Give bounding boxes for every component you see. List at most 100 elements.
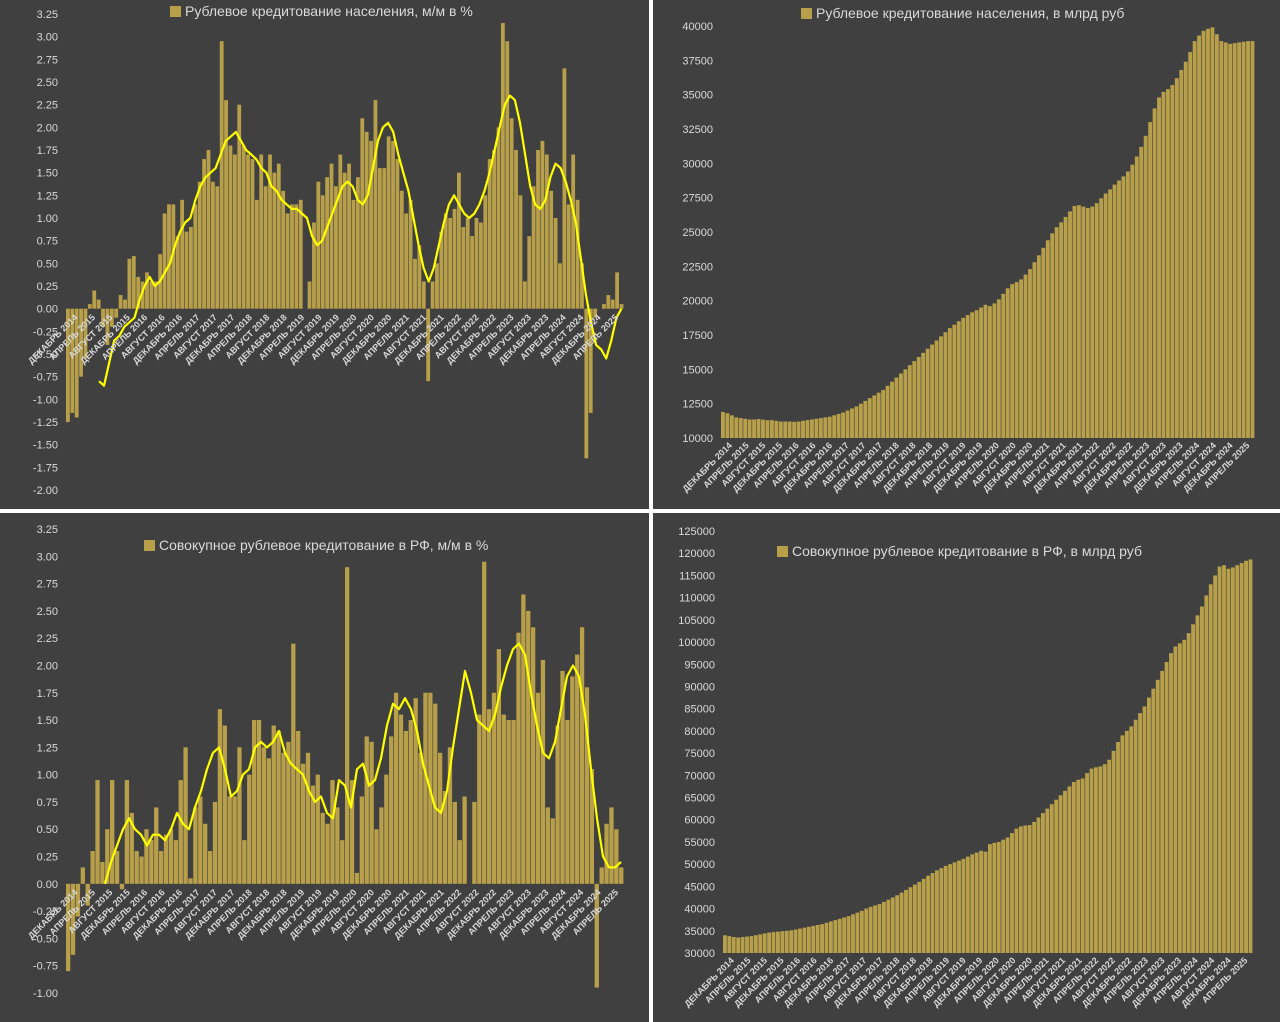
bar bbox=[266, 758, 271, 884]
bar bbox=[1121, 176, 1126, 438]
bar bbox=[506, 720, 511, 884]
bar bbox=[1177, 643, 1182, 953]
bar bbox=[1161, 91, 1166, 439]
bar bbox=[360, 118, 365, 309]
bar bbox=[1173, 646, 1178, 953]
bar bbox=[232, 796, 237, 884]
bar bbox=[873, 905, 877, 953]
bar bbox=[403, 730, 409, 884]
bar bbox=[983, 851, 988, 953]
bar bbox=[447, 747, 453, 884]
bar bbox=[619, 867, 624, 884]
bar bbox=[197, 181, 202, 309]
bar bbox=[992, 303, 997, 438]
bar bbox=[1001, 839, 1006, 953]
bar bbox=[373, 100, 378, 309]
y-tick-label: -2.00 bbox=[33, 485, 58, 497]
bar bbox=[974, 310, 979, 438]
bar bbox=[743, 418, 748, 438]
bar bbox=[66, 883, 71, 972]
bar bbox=[890, 897, 895, 953]
y-tick-label: 2.50 bbox=[37, 77, 58, 89]
y-tick-label: 30000 bbox=[682, 158, 713, 170]
bar bbox=[983, 304, 988, 438]
bar bbox=[1214, 34, 1219, 439]
bar bbox=[193, 807, 198, 884]
bar bbox=[206, 150, 211, 309]
bar bbox=[457, 840, 462, 884]
bar bbox=[553, 218, 558, 309]
bar bbox=[846, 916, 851, 953]
bar bbox=[159, 851, 164, 884]
y-tick-label: 1.75 bbox=[37, 688, 58, 700]
bar bbox=[139, 856, 144, 884]
bar bbox=[771, 932, 776, 953]
bar bbox=[1054, 227, 1059, 438]
bar bbox=[329, 163, 334, 309]
bar bbox=[934, 340, 939, 438]
bar bbox=[1085, 773, 1089, 953]
bar bbox=[417, 245, 422, 309]
bar bbox=[904, 889, 908, 953]
bar bbox=[1228, 43, 1233, 438]
bar bbox=[827, 416, 832, 438]
bar bbox=[851, 914, 855, 953]
bar bbox=[426, 308, 431, 382]
y-tick-label: 0.75 bbox=[37, 797, 58, 809]
bar bbox=[521, 594, 526, 884]
y-tick-label: 10000 bbox=[682, 433, 713, 445]
bar bbox=[291, 643, 296, 884]
bar bbox=[1208, 584, 1213, 953]
bar bbox=[276, 163, 281, 309]
bar bbox=[369, 741, 374, 884]
bar bbox=[1045, 240, 1050, 438]
bar bbox=[482, 561, 487, 884]
bar bbox=[890, 381, 894, 438]
bar bbox=[312, 222, 316, 309]
bar bbox=[939, 868, 944, 953]
bar bbox=[864, 908, 869, 953]
y-tick-label: 100000 bbox=[678, 637, 715, 649]
bar bbox=[1010, 284, 1015, 438]
y-tick-label: -0.25 bbox=[33, 906, 58, 918]
y-tick-label: -1.50 bbox=[33, 440, 58, 452]
bar bbox=[462, 796, 467, 884]
y-tick-label: 1.00 bbox=[37, 770, 58, 782]
bar bbox=[1217, 566, 1222, 953]
y-tick-label: 70000 bbox=[684, 770, 715, 782]
bar bbox=[90, 851, 95, 884]
bar bbox=[535, 692, 541, 884]
y-tick-label: 3.00 bbox=[37, 551, 58, 563]
bar bbox=[723, 935, 727, 953]
bar bbox=[110, 780, 115, 884]
y-tick-label: 105000 bbox=[678, 615, 715, 627]
bar bbox=[738, 418, 743, 438]
bar bbox=[389, 736, 394, 884]
bar bbox=[774, 420, 779, 438]
y-tick-label: 60000 bbox=[684, 815, 715, 827]
y-tick-label: 35000 bbox=[682, 90, 713, 102]
y-tick-label: -0.50 bbox=[33, 933, 58, 945]
bar bbox=[310, 785, 316, 884]
bar bbox=[721, 411, 725, 438]
bar bbox=[222, 725, 227, 884]
bar bbox=[395, 159, 400, 309]
bar bbox=[87, 304, 92, 309]
bar bbox=[516, 632, 521, 884]
bar bbox=[435, 263, 439, 309]
bar bbox=[477, 714, 482, 884]
bar bbox=[1116, 742, 1120, 953]
bar bbox=[602, 304, 606, 309]
bar bbox=[965, 315, 970, 438]
chart-total-volume: 125000 120000 115000 110000 105000 100000 9500… bbox=[678, 526, 1253, 1009]
bar bbox=[829, 921, 833, 953]
bar bbox=[203, 823, 208, 884]
bar bbox=[114, 308, 119, 318]
bar bbox=[1023, 825, 1028, 953]
bar bbox=[1107, 759, 1112, 953]
bar bbox=[789, 930, 794, 953]
bar bbox=[217, 709, 223, 884]
bar bbox=[1063, 216, 1068, 438]
bar bbox=[263, 186, 268, 309]
y-tick-label: 3.25 bbox=[37, 524, 58, 536]
